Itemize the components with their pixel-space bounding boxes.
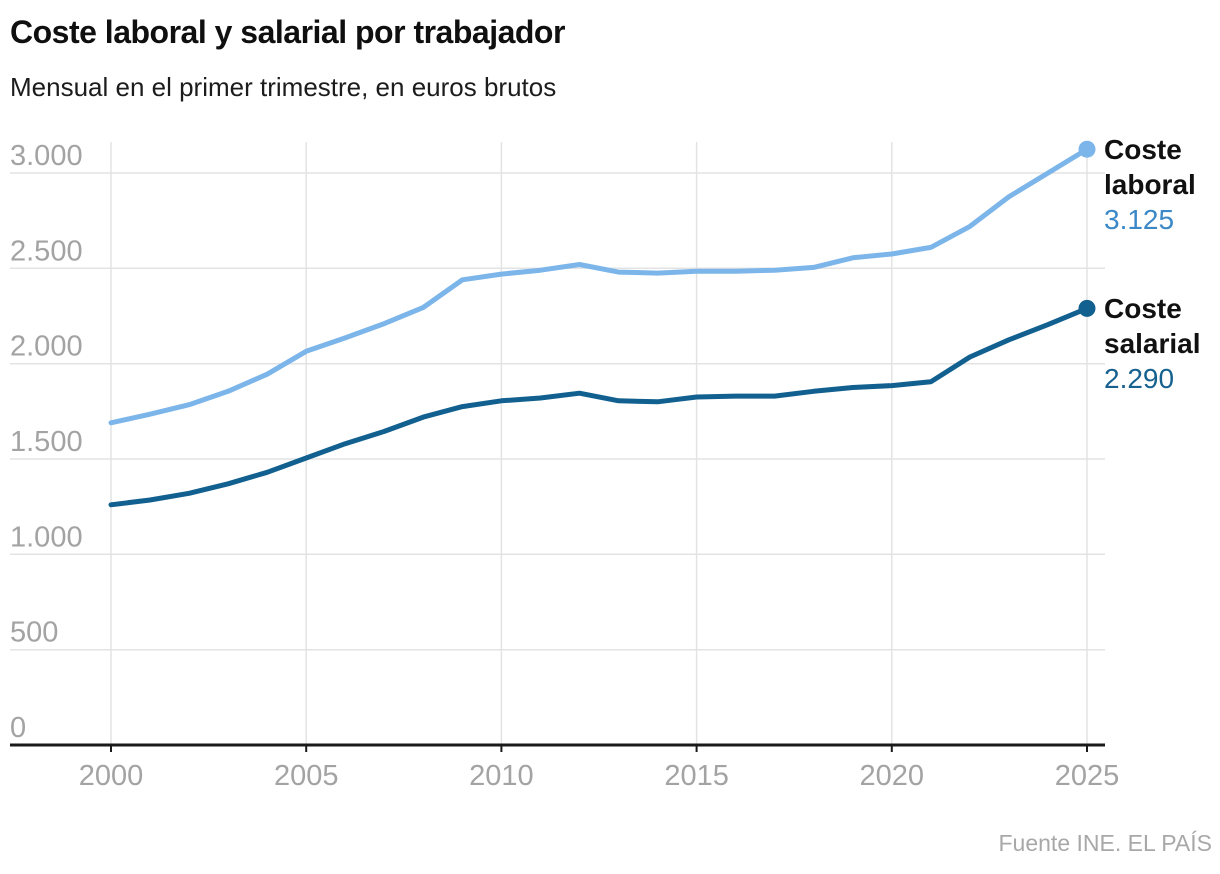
legend-coste-salarial: Coste salarial 2.290: [1104, 291, 1220, 396]
x-tick-label-2000: 2000: [79, 760, 144, 792]
y-tick-label-1000: 1.000: [10, 521, 83, 553]
legend-coste-laboral: Coste laboral 3.125: [1104, 132, 1220, 237]
y-tick-label-3000: 3.000: [10, 140, 83, 172]
series-line-coste-laboral: [108, 146, 1090, 426]
series-line-coste-salarial: [108, 305, 1090, 508]
source-credit: Fuente INE. EL PAÍS: [998, 830, 1213, 856]
end-dot-coste-salarial: [1078, 299, 1096, 317]
legend-coste-salarial-title: Coste salarial: [1104, 293, 1201, 359]
legend-coste-laboral-value: 3.125: [1104, 204, 1175, 235]
end-dot-coste-laboral: [1078, 140, 1096, 158]
y-tick-label-1500: 1.500: [10, 426, 83, 458]
x-tick-label-2010: 2010: [469, 760, 534, 792]
y-tick-label-0: 0: [10, 712, 26, 744]
chart-subtitle: Mensual en el primer trimestre, en euros…: [10, 72, 557, 102]
x-tick-label-2015: 2015: [664, 760, 729, 792]
x-tick-label-2025: 2025: [1055, 760, 1120, 792]
y-tick-label-2500: 2.500: [10, 235, 83, 267]
y-tick-label-500: 500: [10, 617, 58, 649]
legend-coste-salarial-value: 2.290: [1104, 363, 1175, 394]
x-tick-label-2005: 2005: [274, 760, 339, 792]
x-tick-label-2020: 2020: [860, 760, 925, 792]
legend-coste-laboral-title: Coste laboral: [1104, 134, 1196, 200]
y-tick-label-2000: 2.000: [10, 331, 83, 363]
chart-title: Coste laboral y salarial por trabajador: [10, 14, 565, 50]
